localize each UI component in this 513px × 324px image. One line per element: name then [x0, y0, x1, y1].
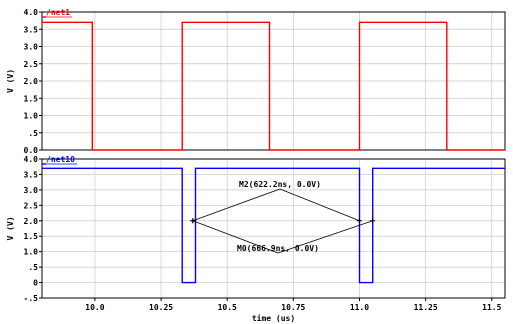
y-tick-label: 4.0	[24, 8, 39, 17]
legend-entry: /net10	[46, 155, 75, 164]
marker-leader	[279, 188, 360, 222]
y-tick-label: .5	[28, 263, 38, 272]
y-tick-label: 0	[33, 279, 38, 288]
plot-frame	[41, 158, 506, 299]
y-tick-label: .5	[28, 129, 38, 138]
y-axis-title: V (V)	[6, 216, 15, 240]
y-tick-label: -.5	[24, 294, 39, 303]
y-tick-label: 1.0	[24, 248, 39, 257]
x-axis-title: time (us)	[252, 313, 295, 323]
x-tick-label: 11.0	[350, 303, 369, 312]
y-tick-label: 1.5	[24, 94, 39, 103]
marker-leader	[192, 188, 281, 222]
x-tick-label: 11.5	[482, 303, 501, 312]
x-tick-label: 10.5	[218, 303, 237, 312]
series-line-net1	[42, 21, 505, 151]
marker-point	[356, 218, 362, 224]
y-tick-label: 3.0	[24, 43, 39, 52]
marker-label: M2(622.2ns, 0.0V)	[239, 180, 321, 189]
y-tick-label: 2.0	[24, 77, 39, 86]
panel-net10: 4.0 3.5 3.0 2.5 2.0 1.5 1.0 .5 0 -.5 10.0 10.25 10.5…	[6, 155, 506, 323]
y-tick-label: 2.5	[24, 60, 39, 69]
panel-net1: 4.0 3.5 3.0 2.5 2.0 1.5 1.0 .5 0.0 V (V) /net1	[6, 8, 506, 155]
x-tick-label: 10.25	[149, 303, 173, 312]
y-tick-label: 3.5	[24, 25, 39, 34]
y-tick-label: 3.0	[24, 186, 39, 195]
y-tick-label: 2.0	[24, 217, 39, 226]
x-tick-label: 10.0	[85, 303, 104, 312]
marker-leader	[192, 220, 279, 254]
x-tick-label: 11.25	[414, 303, 438, 312]
y-tick-label: 1.0	[24, 112, 39, 121]
y-tick-label: 3.5	[24, 170, 39, 179]
marker-label: M0(666.9ns, 0.0V)	[237, 244, 319, 253]
marker-leader	[277, 220, 373, 254]
series-line-net10	[42, 167, 505, 284]
x-tick-label: 10.75	[281, 303, 305, 312]
y-tick-label: 4.0	[24, 155, 39, 164]
y-tick-label: 1.5	[24, 232, 39, 241]
y-tick-label: 0.0	[24, 146, 39, 155]
legend-entry: /net1	[46, 8, 70, 17]
y-axis-title: V (V)	[6, 69, 15, 93]
marker-point	[370, 218, 376, 224]
marker-point	[190, 218, 196, 224]
y-tick-label: 2.5	[24, 201, 39, 210]
